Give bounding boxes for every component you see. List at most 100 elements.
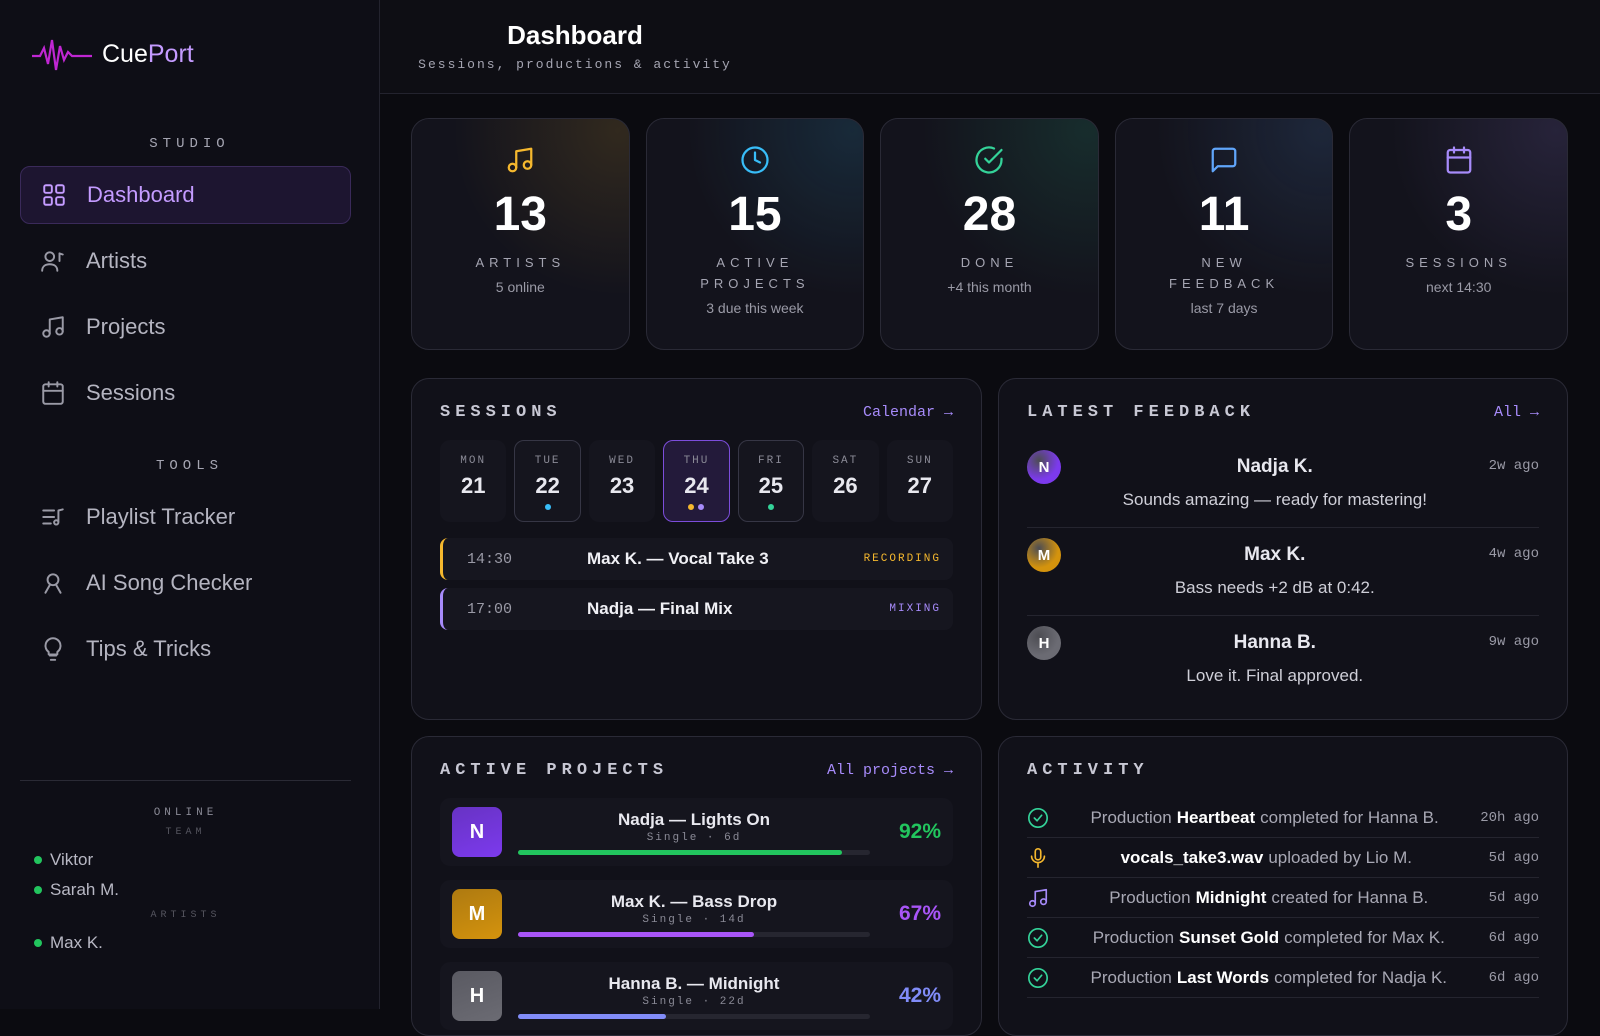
stat-value: 13 [493, 188, 547, 241]
day-cell[interactable]: THU 24 [663, 440, 730, 522]
progress-fill [518, 1013, 666, 1019]
session-event[interactable]: 14:30 Max K. — Vocal Take 3 RECORDING [440, 538, 953, 580]
event-title: Nadja — Final Mix [587, 599, 733, 618]
activity-subject: Heartbeat [1176, 807, 1256, 827]
feedback-name: Nadja K. [1236, 456, 1313, 477]
stat-icon [1211, 147, 1237, 173]
avatar: N [1027, 450, 1061, 484]
nav-icon [42, 316, 64, 338]
feedback-time: 4w ago [1488, 546, 1539, 562]
activity-prefix: Production [1090, 807, 1172, 827]
feedback-name: Hanna B. [1233, 632, 1316, 653]
feedback-text: Bass needs +2 dB at 0:42. [1174, 578, 1375, 597]
activity-row: Production Midnight created for Hanna B. 5d… [1027, 878, 1539, 918]
nav-icon [44, 637, 62, 661]
nav-item[interactable]: Projects [20, 298, 351, 356]
stat-note: +4 this month [947, 279, 1032, 295]
nav-item[interactable]: Playlist Tracker [20, 488, 351, 546]
navigation: STUDIO Dashboard Artists Projects Sessions TO… [0, 136, 379, 686]
panel-link[interactable]: Calendar → [862, 404, 953, 421]
online-member[interactable]: Sarah M. [34, 880, 351, 900]
nav-icon [42, 381, 64, 405]
stat-card: 13 ARTISTS 5 online [411, 118, 630, 350]
day-cell[interactable]: TUE 22 [514, 440, 581, 522]
project-avatar: N [452, 807, 502, 857]
activity-time: 6d ago [1488, 929, 1539, 946]
feedback-item: H Hanna B. Love it. Final approved. 9w ago [1027, 616, 1539, 704]
event-dot [698, 504, 705, 510]
panel-header: ACTIVITY [1027, 761, 1539, 780]
day-name: MON [460, 455, 487, 467]
activity-row: vocals_take3.wav uploaded by Lio M. 5d ago [1027, 838, 1539, 878]
project-row[interactable]: M Max K. — Bass Drop Single · 14d 67% [440, 880, 953, 948]
online-group-title: TEAM [165, 827, 206, 838]
project-percent: 92% [898, 820, 941, 843]
nav-label: Artists [86, 248, 148, 273]
session-event[interactable]: 17:00 Nadja — Final Mix MIXING [440, 588, 953, 630]
nav-label: Playlist Tracker [86, 504, 236, 529]
feedback-item: M Max K. Bass needs +2 dB at 0:42. 4w ago [1027, 528, 1539, 616]
project-name: Nadja — Lights On [617, 809, 771, 829]
online-member[interactable]: Viktor [34, 850, 351, 870]
stat-card: 28 DONE +4 this month [880, 118, 1099, 350]
online-member[interactable]: Max K. [34, 933, 351, 953]
panel-link[interactable]: All projects → [826, 762, 953, 779]
nav-item[interactable]: Sessions [20, 364, 351, 422]
panel-link[interactable]: All → [1493, 404, 1539, 421]
day-cell[interactable]: MON 21 [440, 440, 507, 522]
project-avatar: H [452, 971, 502, 1021]
project-percent: 67% [898, 902, 941, 925]
activity-subject: Sunset Gold [1179, 927, 1280, 947]
activity-subject: Midnight [1195, 887, 1267, 907]
nav-item[interactable]: Artists [20, 232, 351, 290]
status-dot [34, 939, 42, 947]
day-date: 24 [684, 473, 709, 498]
member-name: Max K. [50, 933, 103, 952]
sessions-panel: SESSIONS Calendar → MON 21 TUE 22 WED 23 THU 24 FR… [411, 378, 982, 720]
stats: 13 ARTISTS 5 online 15 ACTIVE PROJECTS 3 due … [411, 118, 1568, 350]
project-row[interactable]: N Nadja — Lights On Single · 6d 92% [440, 798, 953, 866]
day-date: 27 [907, 473, 933, 498]
activity-suffix: completed for Hanna B. [1260, 807, 1439, 827]
day-date: 26 [833, 473, 858, 498]
nav-item[interactable]: Dashboard [20, 166, 351, 224]
feedback-text: Love it. Final approved. [1186, 666, 1364, 685]
stat-value: 11 [1198, 188, 1250, 241]
progress-fill [518, 849, 842, 855]
day-name: FRI [758, 455, 784, 467]
activity-suffix: completed for Nadja K. [1274, 967, 1448, 987]
day-name: WED [609, 455, 635, 467]
day-cell[interactable]: FRI 25 [737, 440, 805, 522]
stat-icon [507, 147, 533, 173]
header: Dashboard Sessions, productions & activi… [380, 0, 1600, 94]
logo[interactable]: CuePort [32, 34, 194, 74]
project-row[interactable]: H Hanna B. — Midnight Single · 22d 42% [440, 962, 953, 1030]
page-title: Dashboard [507, 20, 643, 50]
day-date: 25 [758, 473, 784, 498]
nav-item[interactable]: Tips & Tricks [20, 620, 351, 678]
day-cell[interactable]: WED 23 [588, 440, 656, 522]
event-dot [767, 504, 774, 510]
progress-track [518, 931, 870, 937]
section-title: STUDIO [149, 136, 230, 152]
activity-time: 5d ago [1488, 889, 1539, 906]
day-name: TUE [534, 455, 561, 467]
activity-text: Production Heartbeat completed for Hanna B… [1049, 808, 1480, 828]
nav-label: Projects [86, 314, 166, 339]
stat-card: 15 ACTIVE PROJECTS 3 due this week [645, 118, 865, 350]
day-dots [544, 504, 551, 510]
event-tag: MIXING [889, 603, 941, 615]
day-cell[interactable]: SAT 26 [812, 440, 879, 522]
day-name: SUN [906, 455, 933, 467]
day-cell[interactable]: SUN 27 [886, 440, 953, 522]
feedback-text: Sounds amazing — ready for mastering! [1122, 490, 1427, 509]
stat-note: 3 due this week [706, 300, 804, 316]
online-title: ONLINE [153, 807, 218, 819]
activity-icon [1028, 888, 1048, 907]
activity-time: 20h ago [1480, 809, 1539, 826]
online-group-title: ARTISTS [150, 910, 221, 921]
nav-item[interactable]: AI Song Checker [20, 554, 351, 612]
event-time: 14:30 [467, 550, 513, 568]
panel-title: SESSIONS [440, 403, 562, 422]
